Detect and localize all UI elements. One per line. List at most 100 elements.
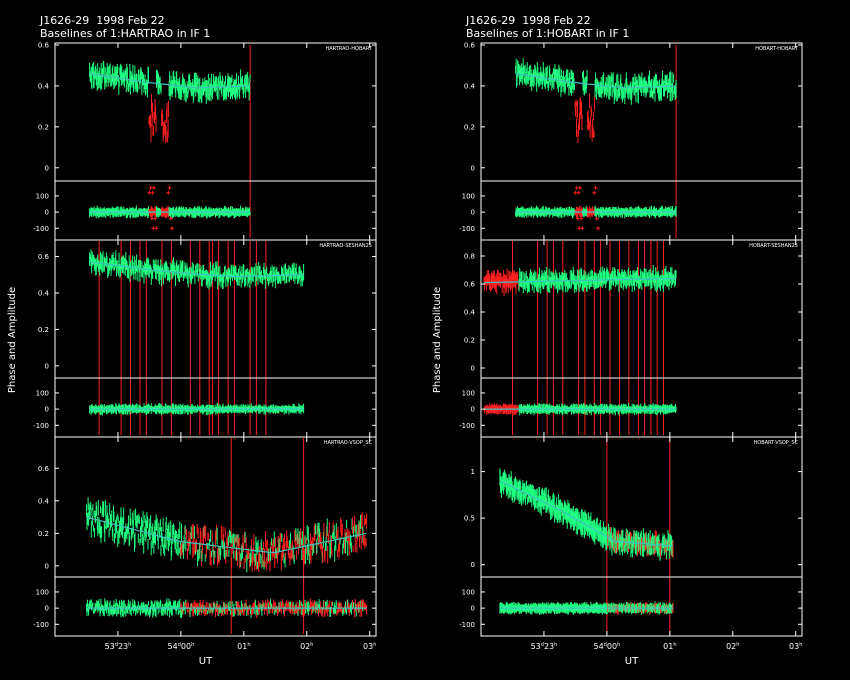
amp-tick-label: 0.6 [38, 253, 50, 261]
phase-tick-label: 0 [471, 209, 475, 217]
baseline-label: HARTRAO-VSOP_SC [324, 440, 373, 446]
phase-tick-label: 0 [45, 406, 49, 414]
amp-tick-label: 0.4 [38, 82, 50, 90]
x-tick-label-1: 54d00h [168, 642, 195, 651]
left-panel-3: HARTRAO-VSOP_SC 0 0.2 0.4 0.6 -100 0 100 [33, 436, 377, 637]
phase-flag-point [170, 226, 175, 231]
amp-tick-label: 0.4 [464, 309, 476, 317]
amp-tick-label: 0.2 [38, 326, 49, 334]
x-tick-label-4: 03h [789, 642, 802, 651]
amp-tick-label: 0.2 [38, 123, 49, 131]
phase-flag-point [579, 216, 584, 221]
phase-tick-label: 0 [45, 605, 49, 613]
phase-flag-point [166, 190, 171, 195]
amp-tick-label: 0.6 [38, 465, 50, 473]
amp-tick-label: 0 [471, 561, 475, 569]
baseline-label: HARTRAO-SESHAN25 [319, 243, 372, 249]
x-tick-label-0: 53d23h [105, 642, 132, 651]
phase-tick-label: -100 [459, 225, 475, 233]
phase-flag-point [153, 216, 158, 221]
x-tick-label-2: 01h [237, 642, 250, 651]
baseline-label: HARTRAO-HOBART [325, 46, 372, 52]
x-tick-label-0: 53d23h [531, 642, 558, 651]
phase-flag-point [151, 185, 156, 190]
data-points [86, 497, 368, 618]
phase-tick-label: 100 [36, 588, 49, 596]
data-points [515, 58, 677, 231]
left-y-label: Phase and Amplitude [7, 287, 18, 393]
left-column: HARTRAO-HOBART00.20.40.6-1000100HARTRAO-… [7, 42, 377, 667]
phase-flag-point [576, 190, 581, 195]
amp-tick-label: 0.8 [464, 253, 475, 261]
right-title-line2: Baselines of 1:HOBART in IF 1 [466, 27, 630, 40]
phase-tick-label: 100 [462, 588, 475, 596]
amp-tick-label: 0.6 [464, 281, 476, 289]
phase-tick-label: -100 [459, 621, 475, 629]
phase-tick-label: 0 [471, 406, 475, 414]
phase-flag-point [150, 190, 155, 195]
x-tick-label-3: 02h [300, 642, 313, 651]
amp-tick-label: 1 [471, 468, 475, 476]
amp-tick-label: 0.2 [38, 530, 49, 538]
phase-flag-point [154, 226, 159, 231]
phase-tick-label: -100 [33, 225, 49, 233]
amp-model-line [89, 73, 251, 89]
left-title-line1: J1626-29 1998 Feb 22 [40, 14, 165, 27]
x-tick-label-2: 01h [663, 642, 676, 651]
right-y-label: Phase and Amplitude [432, 287, 443, 393]
right-panel-3: HOBART-VSOP_SC 0 0.5 1 -100 0 100 [459, 436, 803, 637]
phase-tick-label: -100 [33, 422, 49, 430]
amp-tick-label: 0 [471, 365, 475, 373]
amp-model-line [515, 73, 677, 89]
phase-flag-point [580, 226, 585, 231]
left-panel-1: HARTRAO-HOBART 0 0.2 0.4 0.6 -100 0 100 [33, 42, 377, 241]
amp-tick-label: 0.2 [464, 337, 475, 345]
left-x-label: UT [199, 656, 213, 667]
right-x-axis: 53d23h 54d00h 01h 02h 03h [531, 642, 803, 651]
right-panel-1: HOBART-HOBART 0 0.2 0.4 0.6 -100 0 100 [459, 42, 803, 241]
phase-tick-label: -100 [459, 422, 475, 430]
amp-model-line [89, 261, 304, 278]
phase-tick-label: 100 [462, 192, 475, 200]
x-tick-label-3: 02h [726, 642, 739, 651]
panel-frame [480, 436, 803, 637]
phase-tick-label: 0 [45, 209, 49, 217]
phase-flag-point [167, 185, 172, 190]
x-tick-label-4: 03h [363, 642, 376, 651]
amp-tick-label: 0 [45, 164, 49, 172]
phase-flag-point [593, 185, 598, 190]
left-x-axis: 53d23h 54d00h 01h 02h 03h [105, 642, 377, 651]
phase-tick-label: 0 [471, 605, 475, 613]
phase-flag-point [592, 190, 597, 195]
amp-model-line [86, 516, 367, 554]
amp-tick-label: 0.4 [38, 290, 50, 298]
phase-tick-label: -100 [33, 621, 49, 629]
right-panel-2: HOBART-SESHAN25 0 0.2 0.4 0.6 0.8 -100 0 100 [459, 239, 803, 438]
right-title-line1: J1626-29 1998 Feb 22 [466, 14, 591, 27]
phase-tick-label: 100 [36, 389, 49, 397]
right-column: HOBART-HOBART00.20.40.6-1000100HOBART-SE… [432, 42, 803, 667]
left-title-line2: Baselines of 1:HARTRAO in IF 1 [40, 27, 211, 40]
x-tick-label-1: 54d00h [594, 642, 621, 651]
phase-flag-point [596, 226, 601, 231]
amp-tick-label: 0 [45, 362, 49, 370]
phase-tick-label: 100 [36, 192, 49, 200]
amp-model-line [499, 480, 674, 547]
flag-lines [230, 438, 305, 634]
data-points [499, 468, 674, 615]
baseline-label: HOBART-HOBART [755, 46, 799, 52]
amp-tick-label: 0 [45, 562, 49, 570]
phase-flag-point [577, 185, 582, 190]
amp-tick-label: 0 [471, 164, 475, 172]
right-x-label: UT [625, 656, 639, 667]
phase-tick-label: 100 [462, 389, 475, 397]
phase-flag-point [594, 216, 599, 221]
amp-tick-label: 0.6 [38, 42, 50, 50]
amp-tick-label: 0.6 [464, 42, 476, 50]
baseline-label: HOBART-VSOP_SC [754, 440, 799, 446]
amp-model-line [484, 277, 677, 284]
baseline-label: HOBART-SESHAN25 [749, 243, 798, 249]
left-panel-2: HARTRAO-SESHAN25 0 0.2 0.4 0.6 -100 0 100 [33, 239, 377, 438]
amp-tick-label: 0.2 [464, 123, 475, 131]
